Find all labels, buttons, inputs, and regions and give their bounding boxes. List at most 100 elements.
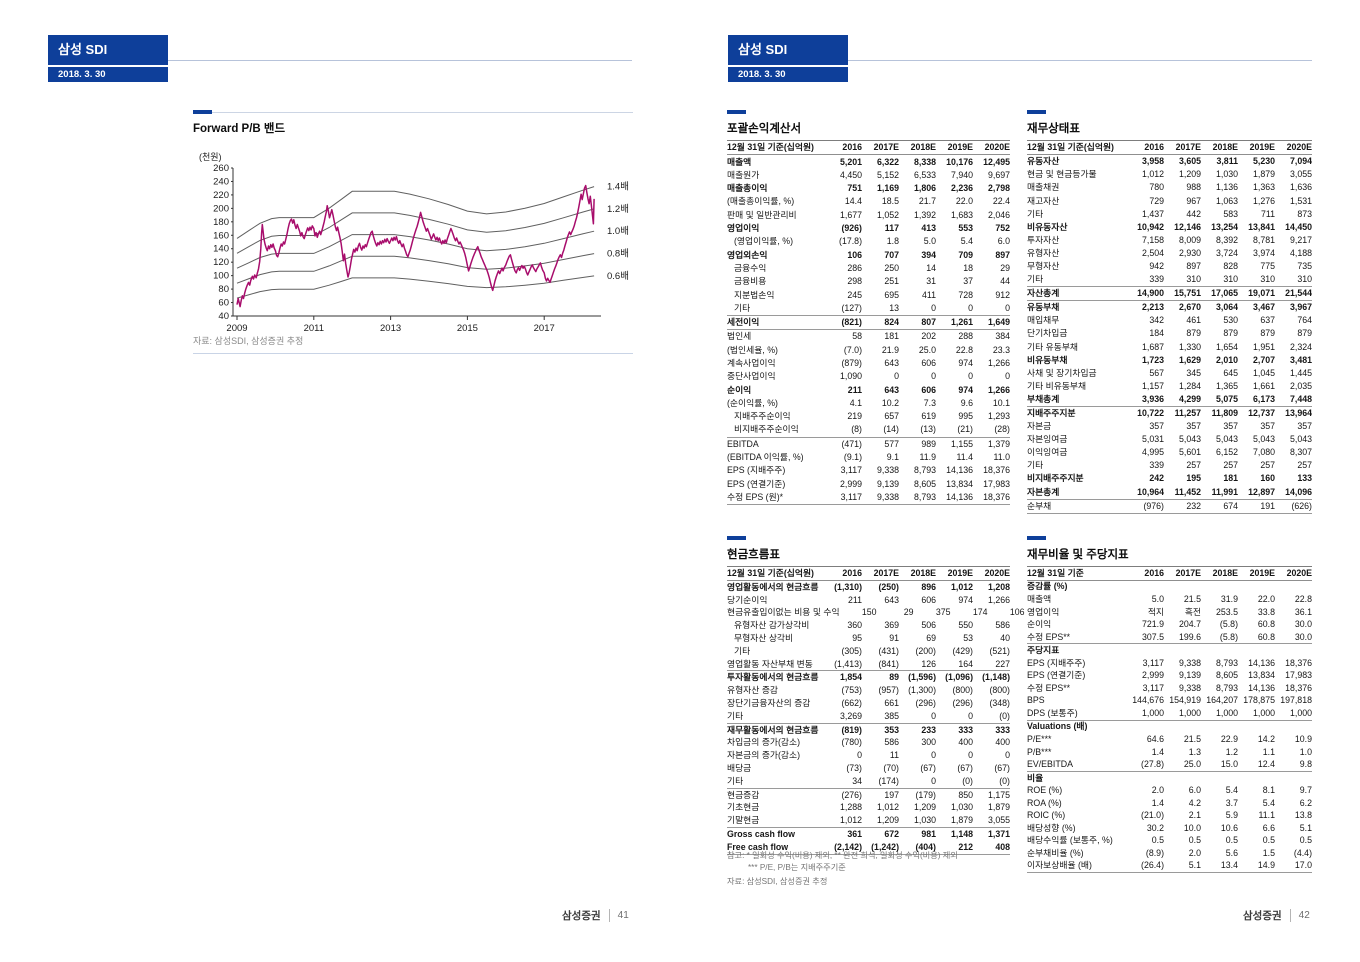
page-number: 42 bbox=[1298, 910, 1310, 921]
cell-value: 2,930 bbox=[1178, 247, 1201, 258]
cell-value: 752 bbox=[995, 223, 1010, 234]
cell-value: 912 bbox=[995, 289, 1010, 300]
cell-value: 191 bbox=[1260, 500, 1275, 511]
row-label: 순부채 bbox=[1027, 500, 1052, 511]
cell-value: 400 bbox=[995, 737, 1010, 748]
row-label: 매입채무 bbox=[1027, 315, 1060, 326]
table-row: 매출원가 4,450 5,152 6,533 7,940 9,697 bbox=[727, 169, 1010, 182]
cell-value: 645 bbox=[1223, 367, 1238, 378]
cell-value: 9,338 bbox=[876, 491, 899, 502]
cell-value: 31 bbox=[926, 276, 936, 287]
row-label: 현금유출입이없는 비용 및 수익 bbox=[727, 607, 840, 618]
cell-value: 14 bbox=[926, 262, 936, 273]
cell-value: 33.8 bbox=[1257, 606, 1275, 617]
cell-value: 227 bbox=[995, 658, 1010, 669]
cell-value: 1,276 bbox=[1252, 195, 1275, 206]
cell-value: 0 bbox=[968, 750, 973, 761]
cell-value: 11 bbox=[889, 750, 899, 761]
row-label: 무형자산 bbox=[1027, 260, 1060, 271]
row-label: P/E*** bbox=[1027, 733, 1052, 744]
row-label: 수정 EPS** bbox=[1027, 631, 1071, 642]
cell-value: 1,045 bbox=[1252, 367, 1275, 378]
cell-value: 1,266 bbox=[987, 384, 1010, 395]
cell-value: 8,781 bbox=[1252, 234, 1275, 245]
band-line-1.4배 bbox=[236, 186, 595, 239]
cell-value: 2018E bbox=[910, 568, 936, 578]
cell-value: 2016 bbox=[1144, 142, 1164, 153]
cell-value: 6.0 bbox=[997, 236, 1010, 247]
cell-value: 4,299 bbox=[1178, 393, 1201, 404]
cell-value: 873 bbox=[1297, 208, 1312, 219]
table-title: 포괄손익계산서 bbox=[727, 123, 802, 135]
table-row: 법인세 58 181 202 288 384 bbox=[727, 330, 1010, 343]
table-row: (영업이익률, %) (17.8) 1.8 5.0 5.4 6.0 bbox=[727, 235, 1010, 248]
x-tick-label: 2017 bbox=[534, 323, 555, 334]
cell-value: 751 bbox=[847, 183, 862, 194]
row-label: 자본금의 증가(감소) bbox=[727, 750, 801, 761]
chart-title: Forward P/B 밴드 bbox=[193, 123, 286, 135]
cell-value: 2020E bbox=[1286, 142, 1312, 153]
cell-value: 8.1 bbox=[1262, 785, 1275, 796]
cell-value: (5.8) bbox=[1219, 619, 1238, 630]
cell-value: 2,213 bbox=[1141, 302, 1164, 313]
table-row: 사채 및 장기차입금 567 345 645 1,045 1,445 bbox=[1027, 367, 1312, 380]
cell-value: 1,030 bbox=[950, 802, 973, 813]
cell-value: 9,338 bbox=[1178, 682, 1201, 693]
cell-value: 643 bbox=[884, 384, 899, 395]
cell-value: 251 bbox=[884, 276, 899, 287]
table-row: 현금 및 현금등가물 1,012 1,209 1,030 1,879 3,055 bbox=[1027, 168, 1312, 181]
cell-value: 807 bbox=[921, 317, 936, 328]
row-label: 지배주주순이익 bbox=[734, 411, 791, 422]
cell-value: 69 bbox=[926, 632, 936, 643]
table-row: (법인세율, %) (7.0) 21.9 25.0 22.8 23.3 bbox=[727, 343, 1010, 356]
cell-value: 345 bbox=[1186, 367, 1201, 378]
cell-value: 232 bbox=[1186, 500, 1201, 511]
table-row: 유형자산 증감 (753) (957) (1,300) (800) (800) bbox=[727, 684, 1010, 697]
cell-value: 967 bbox=[1186, 195, 1201, 206]
cell-value: 550 bbox=[958, 620, 973, 631]
row-label: Free cash flow bbox=[727, 841, 789, 852]
row-label: EBITDA bbox=[727, 438, 759, 449]
cell-value: 357 bbox=[1149, 421, 1164, 432]
row-label: 배당성향 (%) bbox=[1027, 822, 1076, 833]
cell-value: (73) bbox=[846, 762, 862, 773]
cell-value: 567 bbox=[1149, 367, 1164, 378]
row-label: (법인세율, %) bbox=[727, 344, 778, 355]
cell-value: 411 bbox=[921, 289, 936, 300]
table-row: 비지배주주순이익 (8) (14) (13) (21) (28) bbox=[727, 423, 1010, 438]
cell-value: 1,209 bbox=[913, 802, 936, 813]
cell-value: 8,605 bbox=[1215, 670, 1238, 681]
cell-value: 2,035 bbox=[1289, 380, 1312, 391]
cell-value: 361 bbox=[847, 828, 862, 839]
row-label: 기타 bbox=[1027, 460, 1044, 471]
cell-value: 5.4 bbox=[1262, 797, 1275, 808]
cell-value: 6,173 bbox=[1252, 393, 1275, 404]
cell-value: 3,269 bbox=[839, 710, 862, 721]
cell-value: 8,392 bbox=[1215, 234, 1238, 245]
cell-value: 7,158 bbox=[1141, 234, 1164, 245]
row-label: 비유동부채 bbox=[1027, 354, 1068, 365]
page-footer-right: 삼성증권 42 bbox=[1243, 908, 1310, 923]
cell-value: (8.9) bbox=[1145, 847, 1164, 858]
cell-value: 2016 bbox=[1144, 567, 1164, 578]
cell-value: (821) bbox=[841, 317, 862, 328]
cell-value: 995 bbox=[958, 411, 973, 422]
row-label: 순이익 bbox=[1027, 619, 1052, 630]
table-row: 금융비용 298 251 31 37 44 bbox=[727, 275, 1010, 288]
cell-value: 879 bbox=[1297, 328, 1312, 339]
cell-value: 11.1 bbox=[1258, 810, 1275, 821]
row-label: 비율 bbox=[1027, 772, 1044, 783]
cell-value: 2.0 bbox=[1151, 785, 1164, 796]
row-label: 사채 및 장기차입금 bbox=[1027, 367, 1097, 378]
cell-value: 91 bbox=[889, 632, 899, 643]
cell-value: (662) bbox=[841, 697, 862, 708]
row-label: 법인세 bbox=[727, 331, 752, 342]
cell-value: 6,533 bbox=[913, 169, 936, 180]
row-label: 비유동자산 bbox=[1027, 221, 1068, 232]
cell-value: 14,136 bbox=[946, 465, 973, 476]
cell-value: 8,338 bbox=[913, 156, 936, 167]
row-label: 순이익 bbox=[727, 384, 752, 395]
cell-value: 1,000 bbox=[1289, 707, 1312, 718]
table-row: 비율 bbox=[1027, 772, 1312, 785]
table-row: 기타 1,437 442 583 711 873 bbox=[1027, 207, 1312, 220]
